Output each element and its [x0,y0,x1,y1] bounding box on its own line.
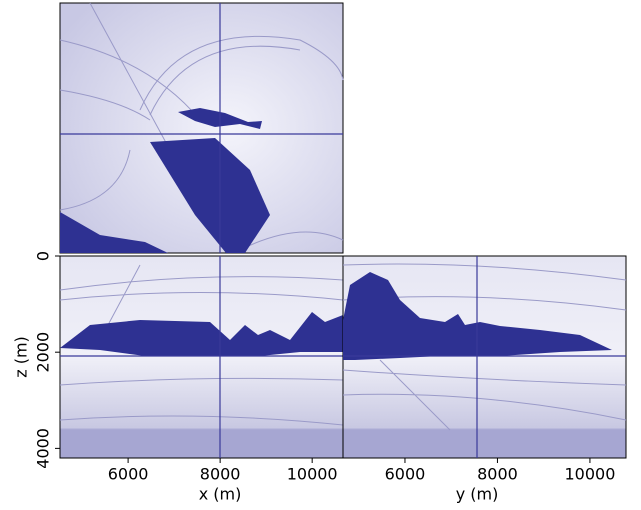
z-tick-label: 4000 [34,428,53,469]
z-tick-label: 2000 [34,332,53,373]
chart: x (m) y (m) z (m) 6000 8000 10000 6000 8000 1… [0,0,641,510]
y-tick-label: 6000 [385,465,426,484]
xz-slice [60,256,343,458]
yz-slice [343,256,626,458]
z-tick-label: 0 [34,251,53,261]
x-tick-label: 8000 [200,465,241,484]
x-axis-label: x (m) [199,485,242,504]
top-slice [60,3,343,253]
y-axis-label: y (m) [456,485,499,504]
y-tick-label: 8000 [477,465,518,484]
z-axis-label: z (m) [12,336,31,378]
x-tick-label: 6000 [108,465,149,484]
x-tick-label: 10000 [287,465,338,484]
y-tick-label: 10000 [564,465,615,484]
